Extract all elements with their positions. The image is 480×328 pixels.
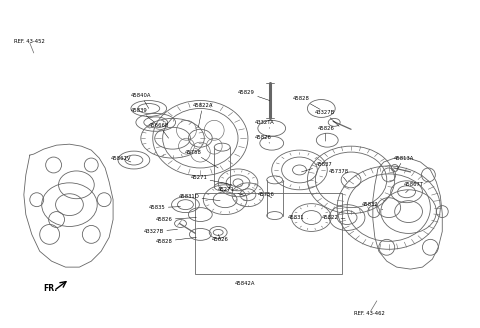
Text: 43327B: 43327B <box>314 110 339 126</box>
Text: FR.: FR. <box>44 284 58 294</box>
Text: 457378: 457378 <box>329 170 349 182</box>
Text: 45867V: 45867V <box>111 155 132 162</box>
Text: REF. 43-452: REF. 43-452 <box>14 39 45 44</box>
Text: 4332TA: 4332TA <box>255 120 275 128</box>
Text: 45826: 45826 <box>255 135 272 143</box>
Text: 45867T: 45867T <box>404 182 424 193</box>
Text: 45626: 45626 <box>212 235 229 242</box>
Text: 45756: 45756 <box>258 192 275 198</box>
Text: 45826: 45826 <box>317 126 334 141</box>
Text: 43327B: 43327B <box>144 229 178 234</box>
Text: 45813A: 45813A <box>394 155 414 169</box>
Text: REF. 43-462: REF. 43-462 <box>354 311 385 316</box>
Text: 45822: 45822 <box>321 215 345 220</box>
Text: 45831: 45831 <box>288 215 307 220</box>
Bar <box>195 193 342 274</box>
Text: 45831D: 45831D <box>179 194 220 201</box>
Text: 45842A: 45842A <box>235 281 255 286</box>
Text: 45839: 45839 <box>131 108 155 122</box>
Text: 45271: 45271 <box>218 187 245 196</box>
Text: 45271: 45271 <box>191 175 232 185</box>
Text: 45666B: 45666B <box>149 123 169 138</box>
Text: 45826: 45826 <box>156 217 196 222</box>
Text: 45832: 45832 <box>362 202 383 210</box>
Text: 45837: 45837 <box>301 162 332 172</box>
Text: 45828: 45828 <box>156 237 196 244</box>
Text: 45835: 45835 <box>149 205 180 210</box>
Text: 45828: 45828 <box>292 96 320 110</box>
Text: 45829: 45829 <box>238 90 270 101</box>
Text: 45822A: 45822A <box>192 103 213 127</box>
Text: 45758: 45758 <box>184 150 218 168</box>
Text: 45840A: 45840A <box>131 93 151 109</box>
